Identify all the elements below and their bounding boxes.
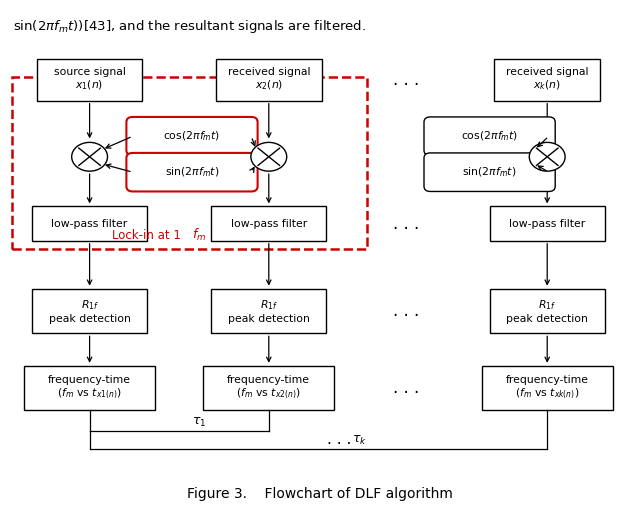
Text: received signal
$x_2(n)$: received signal $x_2(n)$	[228, 67, 310, 93]
FancyBboxPatch shape	[204, 366, 334, 410]
Text: . . .: . . .	[393, 214, 420, 233]
Text: $\tau_k$: $\tau_k$	[352, 434, 367, 447]
Text: frequency-time
($f_m$ vs $t_{xk(n)}$): frequency-time ($f_m$ vs $t_{xk(n)}$)	[506, 375, 589, 401]
FancyBboxPatch shape	[490, 288, 605, 333]
Text: $\sin(2\pi f_m t)$)[43], and the resultant signals are filtered.: $\sin(2\pi f_m t)$)[43], and the resulta…	[13, 18, 365, 35]
Text: frequency-time
($f_m$ vs $t_{x2(n)}$): frequency-time ($f_m$ vs $t_{x2(n)}$)	[227, 375, 310, 401]
Text: $\tau_1$: $\tau_1$	[192, 416, 206, 430]
FancyBboxPatch shape	[127, 117, 257, 155]
Text: low-pass filter: low-pass filter	[51, 218, 128, 229]
FancyBboxPatch shape	[24, 366, 156, 410]
Text: $\sin(2\pi f_m t)$: $\sin(2\pi f_m t)$	[165, 166, 219, 179]
Text: . . .: . . .	[327, 432, 351, 448]
FancyBboxPatch shape	[127, 153, 257, 191]
Text: $R_{1f}$
peak detection: $R_{1f}$ peak detection	[228, 298, 310, 324]
Text: source signal
$x_1(n)$: source signal $x_1(n)$	[54, 67, 125, 93]
Text: . . .: . . .	[393, 302, 420, 320]
Text: $\cos(2\pi f_m t)$: $\cos(2\pi f_m t)$	[461, 130, 518, 143]
FancyBboxPatch shape	[494, 59, 600, 101]
Circle shape	[529, 142, 565, 171]
FancyBboxPatch shape	[424, 153, 555, 191]
Text: low-pass filter: low-pass filter	[509, 218, 586, 229]
FancyBboxPatch shape	[32, 288, 147, 333]
Text: received signal
$x_k(n)$: received signal $x_k(n)$	[506, 67, 588, 93]
Text: $R_{1f}$
peak detection: $R_{1f}$ peak detection	[506, 298, 588, 324]
Text: Figure 3.    Flowchart of DLF algorithm: Figure 3. Flowchart of DLF algorithm	[187, 487, 453, 501]
Text: $f_m$: $f_m$	[192, 227, 206, 243]
FancyBboxPatch shape	[490, 206, 605, 241]
Text: $\sin(2\pi f_m t)$: $\sin(2\pi f_m t)$	[463, 166, 516, 179]
Text: Lock-in at 1: Lock-in at 1	[112, 229, 181, 242]
Circle shape	[251, 142, 287, 171]
FancyBboxPatch shape	[211, 206, 326, 241]
Text: . . .: . . .	[393, 70, 420, 89]
Circle shape	[72, 142, 108, 171]
FancyBboxPatch shape	[211, 288, 326, 333]
FancyBboxPatch shape	[424, 117, 555, 155]
Text: $R_{1f}$
peak detection: $R_{1f}$ peak detection	[49, 298, 131, 324]
Text: frequency-time
($f_m$ vs $t_{x1(n)}$): frequency-time ($f_m$ vs $t_{x1(n)}$)	[48, 375, 131, 401]
FancyBboxPatch shape	[32, 206, 147, 241]
Text: . . .: . . .	[393, 379, 420, 397]
Text: low-pass filter: low-pass filter	[230, 218, 307, 229]
Text: $\cos(2\pi f_m t)$: $\cos(2\pi f_m t)$	[163, 130, 221, 143]
FancyBboxPatch shape	[481, 366, 613, 410]
FancyBboxPatch shape	[37, 59, 143, 101]
FancyBboxPatch shape	[216, 59, 321, 101]
